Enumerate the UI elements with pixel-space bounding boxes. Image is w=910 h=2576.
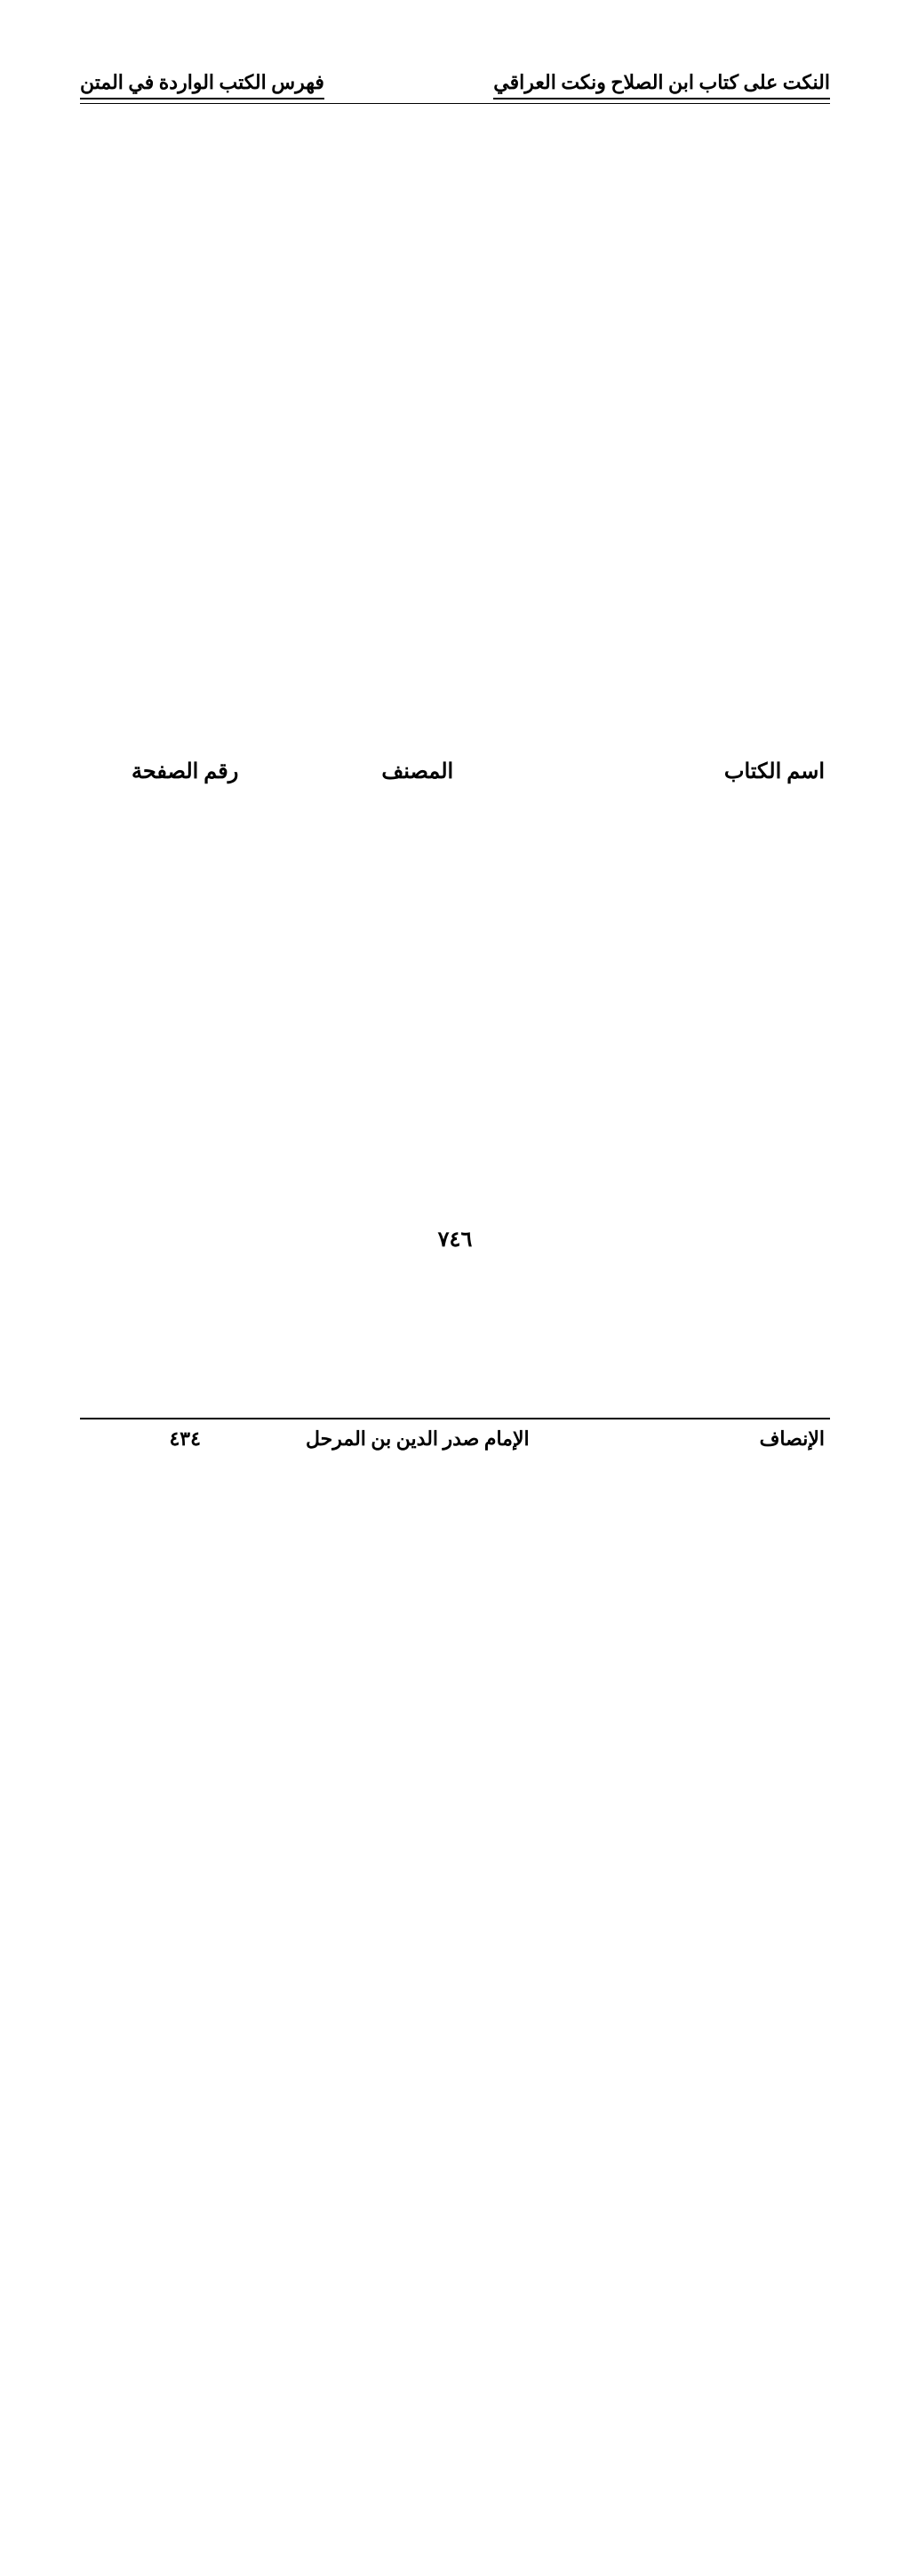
cell-book: الإنصاف <box>545 1419 830 2576</box>
col-page: رقم الصفحة <box>80 131 290 1419</box>
header-rule <box>80 103 830 104</box>
table-header-row: اسم الكتاب المصنف رقم الصفحة <box>80 131 830 1419</box>
running-head-left: فهرس الكتب الواردة في المتن <box>80 71 324 99</box>
page-number: ٧٤٦ <box>0 1227 910 1252</box>
running-heads: النكت على كتاب ابن الصلاح ونكت العراقي ف… <box>80 71 830 99</box>
col-book: اسم الكتاب <box>545 131 830 1419</box>
cell-author: الإمام صدر الدين بن المرحل <box>290 1419 545 2576</box>
book-index-table: اسم الكتاب المصنف رقم الصفحة الإنصافالإم… <box>80 131 830 2576</box>
col-author: المصنف <box>290 131 545 1419</box>
table-row: الإنصافالإمام صدر الدين بن المرحل٤٣٤ <box>80 1419 830 2576</box>
cell-page: ٤٣٤ <box>80 1419 290 2576</box>
running-head-right: النكت على كتاب ابن الصلاح ونكت العراقي <box>493 71 830 99</box>
